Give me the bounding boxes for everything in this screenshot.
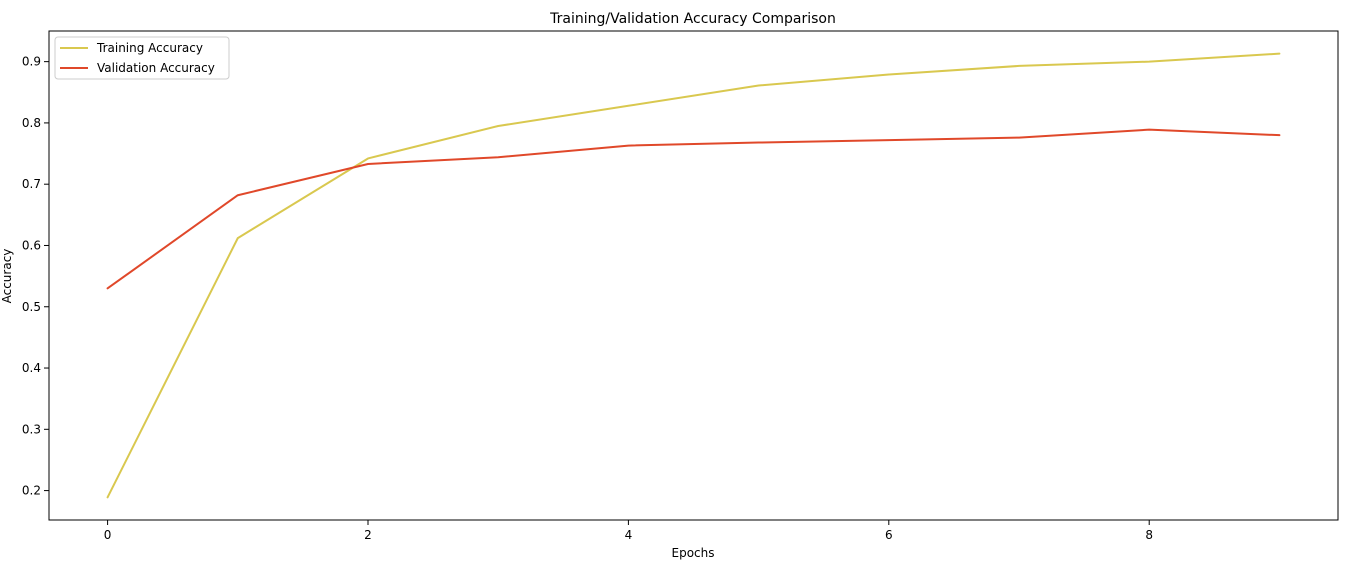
y-axis-title: Accuracy [0, 249, 14, 304]
series-layer [106, 52, 1281, 499]
legend-label-training-accuracy: Training Accuracy [96, 41, 203, 55]
y-tick-label: 0.2 [22, 484, 41, 498]
y-tick-label: 0.8 [22, 116, 41, 130]
x-tick-label: 4 [625, 528, 633, 542]
y-tick-label: 0.3 [22, 422, 41, 436]
legend-box [54, 36, 230, 80]
legend: Training Accuracy Validation Accuracy [54, 36, 230, 80]
y-tick-label: 0.5 [22, 300, 41, 314]
y-tick-label: 0.9 [22, 55, 41, 69]
series-line-validation-accuracy [106, 128, 1281, 290]
y-tick-label: 0.7 [22, 177, 41, 191]
legend-label-validation-accuracy: Validation Accuracy [97, 61, 215, 75]
x-tick-label: 0 [104, 528, 112, 542]
x-tick-label: 6 [885, 528, 893, 542]
x-tick-label: 2 [364, 528, 372, 542]
ticks-layer: 0 2 4 6 8 0.2 0.3 0.4 0.5 0.6 0.7 0.8 0.9 [22, 55, 1153, 542]
y-tick-label: 0.4 [22, 361, 41, 375]
series-line-training-accuracy [106, 52, 1281, 499]
x-axis-title: Epochs [672, 546, 715, 560]
y-tick-label: 0.6 [22, 238, 41, 252]
plot-area-frame [48, 30, 1339, 521]
chart-title: Training/Validation Accuracy Comparison [549, 11, 836, 27]
x-tick-label: 8 [1145, 528, 1153, 542]
